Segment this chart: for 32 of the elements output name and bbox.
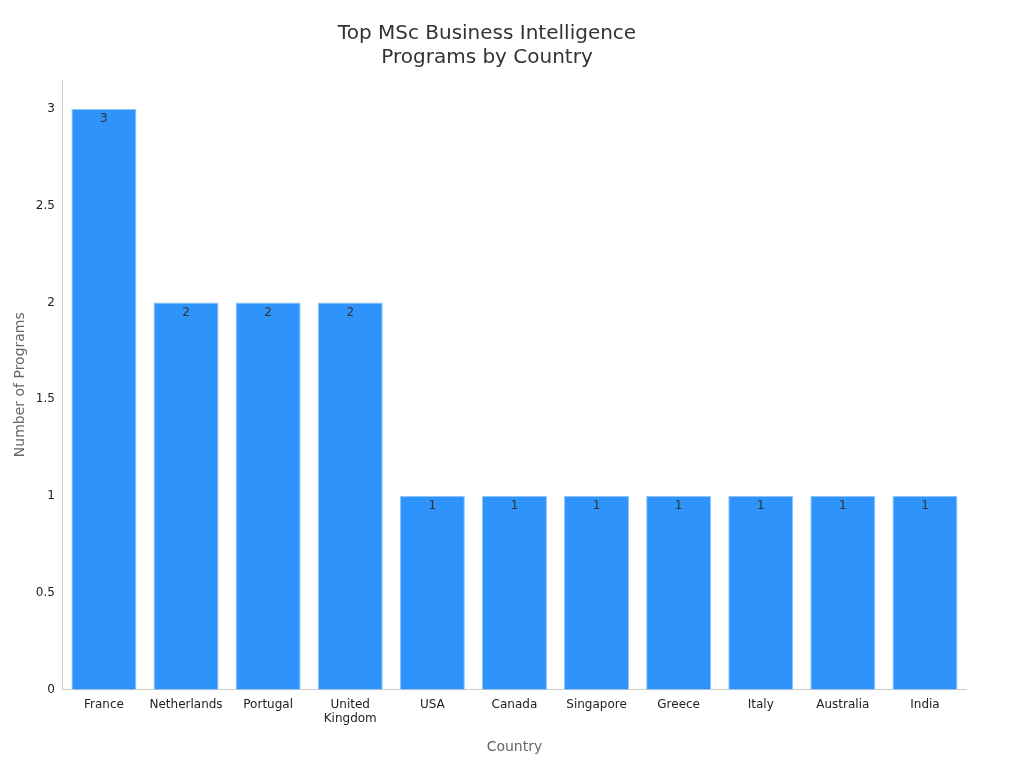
x-tick-label: Australia bbox=[816, 696, 870, 711]
x-axis-title: Country bbox=[486, 738, 543, 755]
data-label: 3 bbox=[100, 111, 108, 126]
x-tick-label: Netherlands bbox=[149, 696, 223, 711]
data-label: 1 bbox=[592, 498, 601, 513]
data-label: 1 bbox=[921, 498, 929, 513]
y-axis-title: Number of Programs bbox=[11, 312, 28, 458]
data-label: 1 bbox=[510, 498, 519, 513]
data-label: 1 bbox=[428, 498, 437, 513]
x-tick-label: Greece bbox=[657, 696, 700, 711]
y-tick-label: 0 bbox=[47, 681, 55, 696]
y-tick-label: 3 bbox=[47, 101, 55, 116]
y-tick-label: 1.5 bbox=[35, 391, 55, 406]
x-tick-label: Singapore bbox=[566, 696, 627, 711]
y-tick-label: 2.5 bbox=[35, 197, 55, 212]
x-tick-label: USA bbox=[419, 696, 446, 711]
x-tick-label: Canada bbox=[491, 696, 538, 711]
data-label: 2 bbox=[182, 304, 190, 319]
data-label: 1 bbox=[756, 498, 765, 513]
data-label: 2 bbox=[264, 304, 272, 319]
x-tick-label: United Kingdom bbox=[323, 696, 377, 726]
x-tick-label: France bbox=[83, 696, 124, 711]
data-label: 2 bbox=[346, 304, 355, 319]
x-tick-label: India bbox=[910, 696, 940, 711]
y-tick-label: 2 bbox=[47, 294, 55, 309]
x-tick-label: Portugal bbox=[243, 696, 293, 711]
chart-title: Top MSc Business Intelligence Programs by Country bbox=[336, 20, 637, 69]
x-tick-label: Italy bbox=[747, 696, 774, 711]
y-tick-label: 0.5 bbox=[35, 584, 55, 599]
data-label: 1 bbox=[674, 498, 683, 513]
data-label: 1 bbox=[839, 498, 847, 513]
y-tick-label: 1 bbox=[47, 488, 55, 503]
